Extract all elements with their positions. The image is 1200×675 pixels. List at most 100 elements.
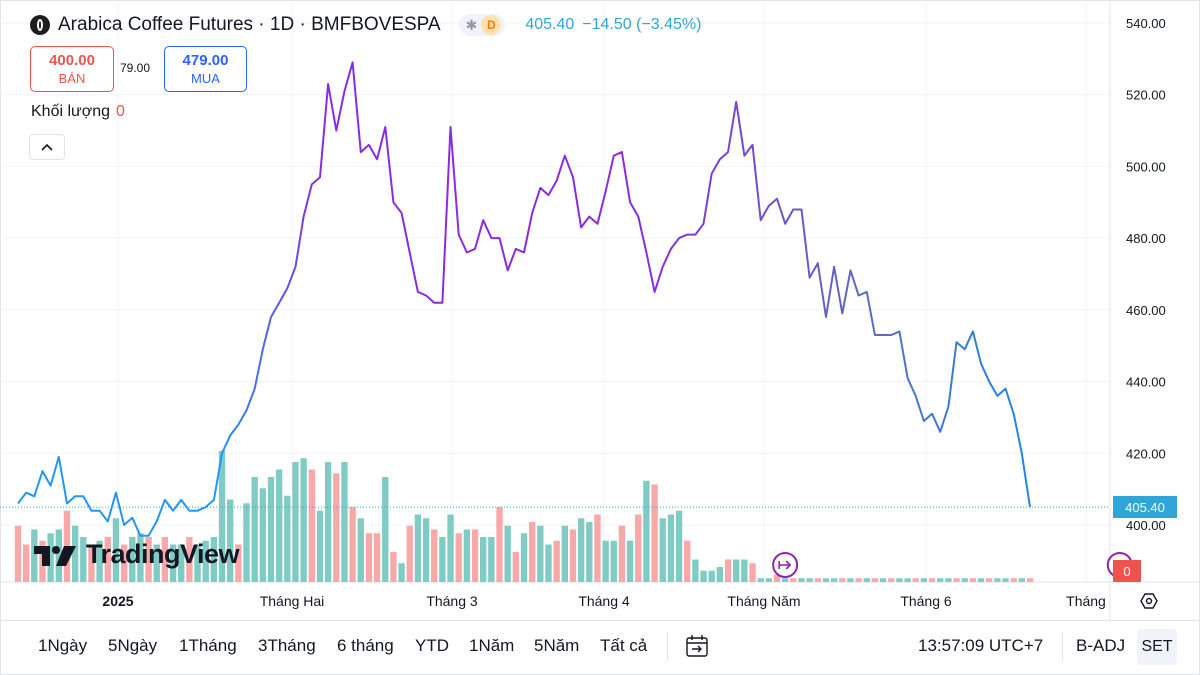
axis-settings-icon[interactable] (1140, 593, 1158, 609)
volume-bar (586, 522, 593, 582)
volume-bar (251, 477, 258, 582)
session-button[interactable]: SET (1137, 629, 1177, 665)
volume-bar (969, 578, 977, 582)
volume-bar (724, 559, 732, 582)
volume-bar (31, 529, 38, 582)
volume-bar (390, 552, 397, 582)
volume-bar (708, 570, 715, 582)
collapse-legend-button[interactable] (29, 134, 65, 160)
symbol-title[interactable]: Arabica Coffee Futures · 1D · BMFBOVESPA (58, 14, 441, 35)
volume-bar (659, 518, 666, 582)
range-5y-button[interactable]: 5Năm (534, 636, 580, 655)
range-1y-button[interactable]: 1Năm (469, 636, 515, 655)
bottom-toolbar (0, 620, 1200, 675)
price-tick-label: 520.00 (1126, 88, 1166, 103)
last-price: 405.40 (525, 16, 575, 33)
tradingview-watermark: TradingView (34, 539, 240, 570)
volume-bar (398, 563, 405, 582)
volume-bar (733, 559, 740, 582)
clock-timezone[interactable]: 13:57:09 UTC+7 (918, 636, 1044, 655)
volume-bar (545, 544, 552, 582)
price-tick-label: 500.00 (1126, 159, 1166, 174)
time-tick-label: Tháng Hai (260, 593, 325, 609)
volume-bar (773, 574, 781, 582)
range-1d-button[interactable]: 1Ngày (38, 636, 88, 655)
price-tick-label: 400.00 (1126, 518, 1166, 533)
volume-bar (700, 570, 707, 582)
event-marker-icon[interactable] (772, 552, 799, 578)
volume-bar (749, 563, 756, 582)
volume-bar (920, 578, 928, 582)
data-status-pill[interactable]: ✱ D (458, 14, 506, 36)
date-range-icon[interactable] (684, 633, 710, 659)
range-all-button[interactable]: Tất cả (600, 636, 648, 655)
buy-price: 479.00 (182, 52, 229, 69)
badj-button[interactable]: B-ADJ (1076, 636, 1126, 655)
spread-value: 79.00 (120, 61, 151, 75)
volume-bar (928, 578, 936, 582)
volume-bar (357, 518, 364, 582)
volume-bar (96, 540, 103, 582)
volume-bar (871, 578, 879, 582)
volume-bar (455, 533, 462, 582)
price-axis[interactable]: 540.00 520.00 500.00 480.00 460.00 440.00 420.… (1126, 16, 1166, 533)
volume-bar (610, 540, 617, 582)
symbol-header: Arabica Coffee Futures · 1D · BMFBOVESPA… (30, 12, 701, 38)
watermark-text: TradingView (86, 539, 240, 569)
volume-bar (80, 537, 87, 582)
volume-bar (324, 462, 332, 582)
buy-button[interactable]: 479.00 MUA (164, 46, 247, 92)
time-tick-label: Tháng (1066, 593, 1106, 609)
volume-bar (145, 537, 152, 582)
volume-bar (504, 525, 511, 582)
volume-bar (561, 525, 568, 582)
volume-bar (757, 578, 764, 582)
range-3m-button[interactable]: 3Tháng (258, 636, 316, 655)
range-ytd-button[interactable]: YTD (415, 636, 449, 655)
quote: 405.40 −14.50 (−3.45%) (525, 16, 701, 34)
volume-bar (316, 510, 324, 582)
volume-bar (651, 484, 658, 582)
volume-bar (292, 462, 299, 582)
volume-bar (953, 578, 960, 582)
volume-bar (55, 529, 62, 582)
price-line (0, 61, 1110, 537)
volume-bar (210, 537, 218, 582)
volume-bar (937, 578, 944, 582)
range-1m-button[interactable]: 1Tháng (179, 636, 237, 655)
volume-bar (781, 578, 789, 582)
sell-price: 400.00 (49, 52, 95, 69)
volume-bar (577, 518, 585, 582)
chart-canvas[interactable]: 540.00 520.00 500.00 480.00 460.00 440.00 420.… (0, 0, 1200, 620)
tradingview-logo-icon (34, 545, 76, 566)
volume-legend[interactable]: Khối lượng 0 (31, 103, 125, 121)
volume-bar (284, 495, 291, 582)
volume-axis-label: 0 (1113, 560, 1141, 582)
event-marker-arrow (778, 560, 792, 570)
volume-bar (879, 578, 887, 582)
volume-bar (259, 488, 267, 582)
volume-bar (986, 578, 993, 582)
volume-bar (904, 578, 911, 582)
sell-button[interactable]: 400.00 BÁN (30, 46, 114, 92)
volume-bar (512, 552, 520, 582)
range-6m-button[interactable]: 6 tháng (337, 636, 394, 655)
volume-bar (961, 578, 968, 582)
volume-bar (22, 544, 30, 582)
time-tick-label: Tháng 4 (578, 593, 630, 609)
price-tick-label: 480.00 (1126, 231, 1166, 246)
delayed-badge: D (481, 15, 502, 35)
volume-bar (120, 544, 128, 582)
volume-bar (839, 578, 846, 582)
volume-bar (275, 469, 283, 582)
toolbar-divider (1062, 631, 1063, 661)
range-5d-button[interactable]: 5Ngày (108, 636, 158, 655)
volume-bar (977, 578, 985, 582)
volume-bar (822, 578, 830, 582)
volume-bars (14, 450, 1034, 582)
volume-bar (520, 533, 528, 582)
volume-bar (373, 533, 381, 582)
volume-bar (692, 559, 699, 582)
volume-bar (594, 514, 601, 582)
time-axis[interactable]: 2025 Tháng Hai Tháng 3 Tháng 4 Tháng Năm Thán… (102, 593, 1158, 609)
